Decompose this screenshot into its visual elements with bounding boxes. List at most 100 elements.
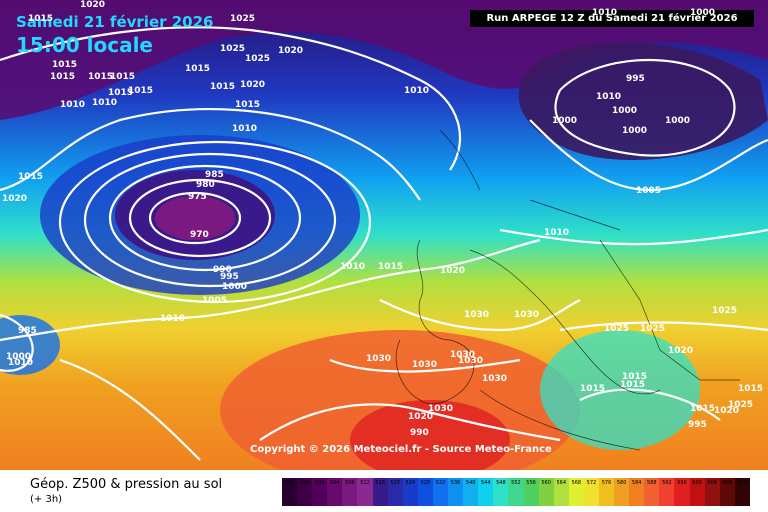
isobar-label: 1015	[185, 64, 211, 74]
legend-value: 584	[631, 480, 642, 486]
isobar-label: 1010	[8, 358, 34, 368]
legend-value: 560	[541, 480, 551, 486]
isobar-label: 1000	[622, 126, 648, 136]
isobar-label: 980	[196, 180, 215, 190]
legend-swatch: 596	[674, 478, 690, 506]
legend-value: 536	[450, 480, 461, 486]
legend-swatch: 520	[387, 478, 403, 506]
legend-value: 508	[345, 480, 355, 486]
legend-swatch: 584	[629, 478, 645, 506]
legend-value: 608	[722, 480, 733, 486]
legend-value: 544	[480, 480, 491, 486]
isobar-label: 1030	[450, 350, 476, 360]
isobar-label: 1020	[278, 46, 304, 56]
legend-swatch: 496	[297, 478, 313, 506]
isobar-label: 995	[220, 272, 239, 282]
legend-value: 528	[420, 480, 431, 486]
west-low-zone	[0, 315, 60, 375]
legend-value: 556	[526, 480, 536, 486]
isobar-label: 1015	[622, 372, 648, 382]
isobar-label: 1015	[50, 72, 76, 82]
chart-title: Géop. Z500 & pression au sol	[30, 477, 223, 492]
legend-swatch: 612	[734, 478, 750, 506]
legend-value: 524	[405, 480, 416, 486]
isobar-label: 1010	[596, 92, 622, 102]
map-canvas	[0, 0, 768, 470]
isobar-label: 1015	[28, 14, 54, 24]
isobar-label: 1020	[2, 194, 28, 204]
legend-value: 576	[601, 480, 612, 486]
isobar-label: 1030	[464, 310, 490, 320]
legend-value: 568	[571, 480, 582, 486]
isobar-label: 1010	[160, 314, 186, 324]
isobar-label: 1000	[222, 282, 248, 292]
legend-value: 600	[692, 480, 702, 486]
legend-swatch: 588	[644, 478, 660, 506]
legend-value: 516	[375, 480, 385, 486]
legend-value: 552	[511, 480, 521, 486]
isobar-label: 1025	[728, 400, 754, 410]
isobar-label: 1025	[245, 54, 271, 64]
legend-swatch: 536	[448, 478, 464, 506]
legend-value: 492	[284, 480, 295, 486]
isobar-label: 1015	[18, 172, 44, 182]
isobar-label: 1015	[580, 384, 606, 394]
atlantic-low-center	[155, 196, 235, 240]
isobar-label: 1000	[612, 106, 638, 116]
legend-value: 532	[435, 480, 446, 486]
legend-value: 520	[390, 480, 400, 486]
legend-swatch: 500	[312, 478, 328, 506]
isobar-label: 1025	[220, 44, 246, 54]
weather-map: Samedi 21 février 2026 15:00 locale Run …	[0, 0, 768, 470]
isobar-label: 1000	[665, 116, 691, 126]
legend-swatch: 576	[598, 478, 615, 506]
isobar-label: 1005	[636, 186, 662, 196]
isobar-label: 1010	[232, 124, 258, 134]
legend-swatch: 544	[478, 478, 494, 506]
isobar-label: 990	[213, 265, 232, 275]
legend-value: 604	[707, 480, 717, 486]
isobar-label: 1025	[640, 324, 666, 334]
copyright-text: Copyright © 2026 Meteociel.fr - Source M…	[250, 444, 552, 455]
legend-value: 588	[647, 480, 657, 486]
chart-subtitle: (+ 3h)	[30, 494, 63, 505]
isobar-label: 985	[205, 170, 224, 180]
legend-swatch: 592	[659, 478, 675, 506]
isobar-label: 1015	[738, 384, 764, 394]
isobar-label: 1030	[482, 374, 508, 384]
color-legend: 492 496 500 504 508 512 516 520 524 528 532 536 540 5…	[282, 478, 750, 506]
run-info: Run ARPEGE 12 Z du Samedi 21 février 202…	[470, 10, 754, 27]
isobar-label: 1020	[240, 80, 266, 90]
isobar-label: 1015	[110, 72, 136, 82]
isobars	[0, 26, 768, 461]
isobar-label: 1025	[712, 306, 738, 316]
isobar-label: 1015	[108, 88, 134, 98]
legend-swatch: 508	[342, 478, 358, 506]
legend-value: 548	[496, 480, 506, 486]
isobar-label: 1010	[544, 228, 570, 238]
isobar-label: 1000	[552, 116, 578, 126]
legend-swatch: 568	[568, 478, 584, 506]
legend-swatch: 528	[417, 478, 433, 506]
forecast-time: 15:00 locale	[16, 33, 153, 57]
north-africa-warm-zone	[350, 400, 510, 470]
legend-value: 564	[556, 480, 566, 486]
isobar-label: 1020	[440, 266, 466, 276]
legend-swatch: 556	[523, 478, 539, 506]
isobar-label: 970	[190, 230, 209, 240]
isobar-label: 1020	[714, 406, 740, 416]
isobar-label: 1015	[690, 404, 716, 414]
legend-swatch: 516	[372, 478, 388, 506]
legend-swatch: 512	[357, 478, 373, 506]
legend-swatch: 504	[327, 478, 343, 506]
legend-swatch: 608	[719, 478, 735, 506]
legend-value: 580	[616, 480, 627, 486]
legend-value: 596	[677, 480, 687, 486]
isobar-label: 1015	[378, 262, 404, 272]
isobar-label: 1030	[428, 404, 454, 414]
isobar-label: 1015	[88, 72, 114, 82]
isobar-label: 975	[188, 192, 207, 202]
legend-swatch: 548	[493, 478, 509, 506]
isobar-label: 1020	[408, 412, 434, 422]
legend-value: 496	[299, 480, 310, 486]
